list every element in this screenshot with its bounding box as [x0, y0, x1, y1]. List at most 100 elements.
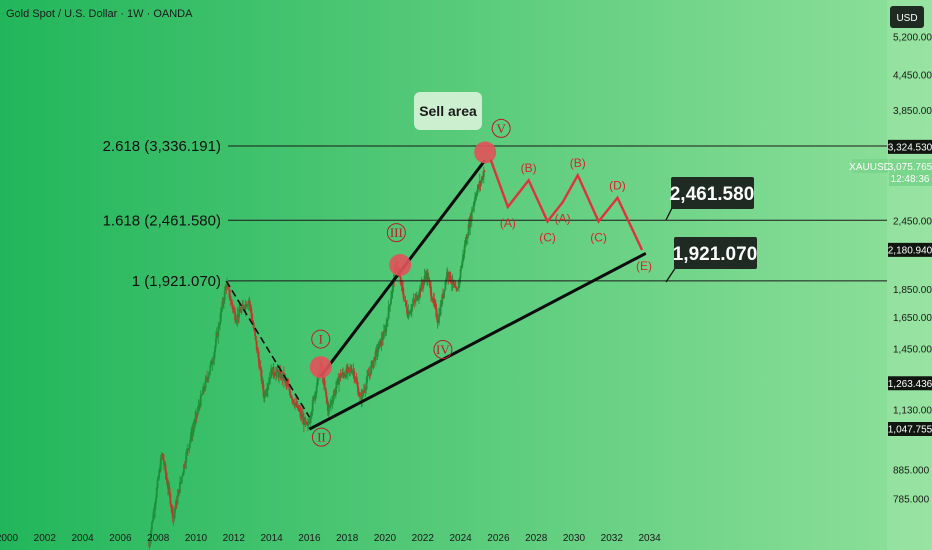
candle-body-394 [462, 253, 465, 255]
price-badge-box-2 [888, 376, 932, 391]
candle-body-288 [378, 343, 380, 349]
candle-body-31 [172, 516, 175, 519]
candle-body-201 [308, 422, 311, 424]
candle-body-67 [201, 393, 204, 395]
candle-body-75 [207, 374, 210, 379]
candle-body-65 [199, 395, 202, 407]
candle-body-177 [289, 391, 292, 396]
candle-body-151 [268, 378, 271, 383]
candle-body-354 [430, 296, 433, 300]
candle-body-382 [453, 284, 456, 286]
candle-body-97 [225, 286, 228, 288]
candle-body-381 [452, 279, 455, 285]
candle-body-197 [305, 421, 308, 423]
candle-body-407 [473, 202, 476, 206]
currency-box[interactable] [890, 6, 924, 28]
candle-body-303 [390, 297, 392, 304]
wave-ii-dashed [225, 280, 311, 418]
candle-body-157 [273, 373, 276, 376]
candle-body-57 [193, 424, 196, 427]
candle-body-33 [174, 508, 177, 513]
projection-label-4: (A) [555, 211, 571, 225]
candle-body-113 [238, 309, 241, 318]
candle-body-367 [441, 294, 444, 305]
trendlines [225, 141, 647, 431]
candle-body-221 [324, 387, 327, 392]
candle-body-0 [147, 545, 150, 547]
candle-body-396 [464, 244, 467, 246]
candle-body-175 [287, 385, 290, 387]
candle-body-132 [253, 327, 256, 331]
candle-body-105 [231, 304, 234, 309]
candle-body-14 [159, 470, 161, 472]
candle-body-87 [217, 326, 220, 337]
fib-label-2: 1 (1,921.070) [132, 273, 221, 290]
candle-body-138 [258, 357, 260, 368]
candle-body-51 [188, 443, 191, 449]
candle-body-181 [292, 399, 295, 403]
candle-body-387 [457, 287, 460, 289]
wave-circle-V [491, 118, 511, 138]
currency-badge[interactable]: USD [890, 6, 924, 28]
candle-body-414 [478, 181, 481, 187]
time-tick-2: 2004 [71, 533, 94, 544]
candle-body-317 [401, 282, 404, 288]
candle-body-192 [301, 414, 304, 419]
time-tick-12: 2024 [449, 533, 472, 544]
candle-body-304 [390, 292, 393, 298]
wave-highlight-2 [474, 141, 497, 164]
candle-body-96 [224, 286, 227, 291]
candle-body-267 [361, 391, 364, 401]
current-price: 3,075.765 [888, 162, 932, 173]
candle-body-222 [325, 391, 328, 398]
time-tick-0: 2000 [0, 533, 19, 544]
price-tick-3: 2,450.000 [893, 216, 932, 227]
candle-body-89 [219, 322, 221, 326]
candle-body-228 [330, 401, 332, 405]
candle-body-363 [438, 314, 440, 323]
candle-body-302 [389, 303, 392, 306]
time-tick-13: 2026 [487, 533, 510, 544]
candle-body-9 [155, 497, 157, 505]
chart-title: Gold Spot / U.S. Dollar · 1W · OANDA [6, 8, 193, 20]
candle-body-39 [179, 482, 181, 493]
candle-body-331 [412, 300, 415, 305]
time-tick-4: 2008 [147, 533, 170, 544]
candle-body-100 [227, 286, 230, 290]
candle-body-99 [227, 284, 229, 287]
fib-label-1: 1.618 (2,461.580) [103, 212, 221, 229]
candle-body-281 [372, 360, 375, 368]
candle-body-406 [472, 205, 475, 210]
candle-body-390 [459, 269, 462, 278]
candle-body-126 [248, 300, 251, 304]
candle-body-3 [150, 529, 153, 539]
time-axis[interactable]: 2000 2002 2004 2006 2008 2010 2012 2014 2016 2018… [0, 533, 661, 544]
candle-body-371 [444, 281, 447, 290]
target-box-1 [671, 177, 754, 209]
candle-body-76 [208, 371, 211, 375]
candle-body-299 [386, 318, 389, 321]
candle-body-103 [230, 299, 233, 301]
projection-path [489, 159, 644, 251]
candle-body-305 [391, 284, 394, 293]
target-box-2 [674, 237, 757, 269]
price-axis[interactable]: 5,200.000 4,450.000 3,850.000 2,450.000 1,85… [887, 0, 932, 550]
candle-body-64 [199, 405, 201, 407]
candle-body-94 [223, 299, 225, 303]
candle-body-249 [346, 367, 349, 373]
candle-body-294 [382, 331, 385, 339]
candle-body-23 [166, 478, 169, 485]
candle-body-124 [247, 304, 249, 306]
candle-body-291 [380, 338, 383, 346]
candle-body-270 [363, 390, 366, 392]
candle-body-11 [156, 479, 159, 489]
candle-body-92 [221, 301, 224, 310]
candle-body-150 [267, 382, 270, 386]
candle-body-161 [276, 369, 279, 373]
candle-body-27 [169, 493, 172, 505]
candle-body-230 [331, 400, 334, 402]
candle-body-58 [194, 418, 197, 425]
